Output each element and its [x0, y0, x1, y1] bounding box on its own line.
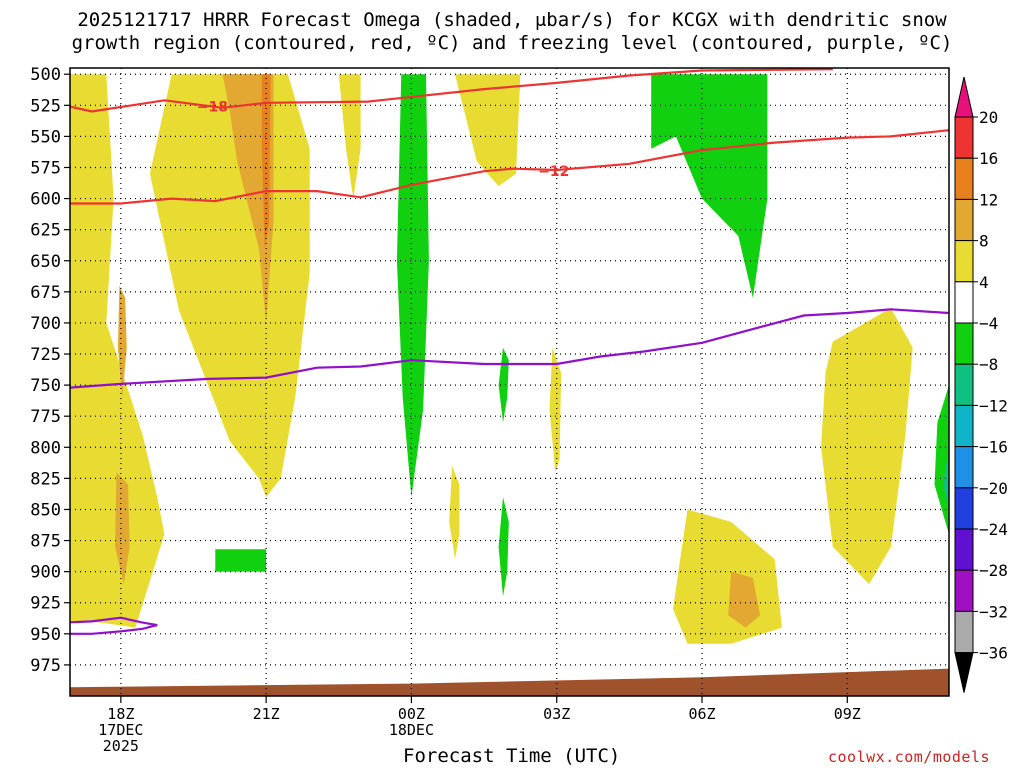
y-tick-label: 775 [30, 407, 61, 427]
y-tick-label: 975 [30, 656, 61, 676]
y-tick-label: 950 [30, 625, 61, 645]
colorbar-band [954, 240, 974, 283]
colorbar-tick-label: 12 [979, 190, 998, 209]
x-tick-label: 06Z [688, 705, 715, 723]
omega-area-6 [455, 74, 521, 187]
omega-area-3 [117, 285, 127, 398]
omega-area-7 [449, 465, 460, 560]
colorbar-tick-label: 20 [979, 108, 998, 127]
omega-area-18 [943, 447, 949, 510]
y-tick-label: 725 [30, 345, 61, 365]
colorbar-band [954, 569, 974, 612]
colorbar-tick-label: 16 [979, 149, 998, 168]
plot-frame [69, 67, 950, 697]
y-tick-label: 675 [30, 283, 61, 303]
y-tick-label: 925 [30, 594, 61, 614]
chart-title-line-1: 2025121717 HRRR Forecast Omega (shaded, … [77, 9, 947, 31]
colorbar-tick-label: −12 [979, 396, 1008, 415]
y-tick-label: 850 [30, 500, 61, 520]
y-tick-label: 700 [30, 314, 61, 334]
contour-lines: −18 −12 [70, 68, 949, 635]
omega-area-10 [728, 571, 761, 628]
colorbar-tick-label: −16 [979, 438, 1008, 457]
omega-area-11 [821, 308, 913, 585]
y-tick-label: 900 [30, 563, 61, 583]
colorbar-band [954, 198, 974, 242]
colorbar-band [954, 487, 974, 530]
colorbar-over-arrow [954, 76, 974, 118]
x-tick-label: 00Z [398, 705, 425, 723]
dendritic-contour-1 [70, 129, 949, 205]
omega-area-14 [215, 549, 267, 572]
colorbar-tick-label: −28 [979, 561, 1008, 580]
colorbar-band [954, 363, 974, 406]
omega-area-2 [261, 74, 271, 249]
y-tick-label: 650 [30, 252, 61, 272]
credit-link[interactable]: coolwx.com/models [828, 748, 991, 766]
contour-label-1: −12 [538, 164, 569, 180]
colorbar-band [954, 446, 974, 489]
colorbar: 20 16 12 8 4 −4 −8 −12 −16 −20 −24 −28 −32 −36 [954, 76, 1008, 693]
colorbar-tick-label: −36 [979, 644, 1008, 663]
colorbar-band [954, 322, 974, 365]
omega-area-15 [498, 347, 509, 423]
colorbar-band [954, 404, 974, 448]
x-tick-label: 09Z [834, 705, 861, 723]
colorbar-tick-label: −4 [979, 314, 998, 333]
y-tick-label: 550 [30, 127, 61, 147]
terrain-surface [70, 668, 949, 696]
omega-area-5 [338, 74, 361, 199]
colorbar-band [954, 157, 974, 200]
omega-area-0 [70, 74, 310, 628]
colorbar-band [954, 528, 974, 571]
y-tick-label: 600 [30, 190, 61, 210]
colorbar-tick-label: 8 [979, 232, 989, 251]
omega-area-12 [396, 74, 429, 497]
y-tick-label: 575 [30, 158, 61, 178]
chart-title-line-2: growth region (contoured, red, ºC) and f… [71, 32, 953, 54]
y-tick-label: 525 [30, 96, 61, 116]
y-tick-label: 625 [30, 221, 61, 241]
colorbar-band [954, 116, 974, 159]
omega-shading [70, 74, 949, 696]
y-tick-label: 800 [30, 438, 61, 458]
x-tick-label: 18DEC [389, 721, 434, 739]
y-tick-label: 750 [30, 376, 61, 396]
colorbar-tick-label: −8 [979, 355, 998, 374]
x-tick-label: 17DEC [98, 721, 143, 739]
colorbar-tick-label: 4 [979, 273, 989, 292]
axes: 500 525 550 575 600 625 650 675 700 725 750 775 800 8… [30, 65, 861, 755]
x-tick-label: 18Z [107, 705, 134, 723]
colorbar-tick-label: −32 [979, 602, 1008, 621]
omega-area-16 [498, 497, 509, 597]
omega-area-4 [115, 472, 130, 585]
omega-area-17 [934, 385, 949, 535]
omega-area-13 [651, 74, 768, 299]
colorbar-tick-label: −24 [979, 520, 1008, 539]
dendritic-contour-0 [70, 68, 833, 113]
x-tick-label: 21Z [253, 705, 280, 723]
freezing-level-line [70, 308, 949, 389]
omega-area-9 [673, 509, 782, 644]
x-axis-label: Forecast Time (UTC) [403, 745, 621, 767]
y-tick-label: 825 [30, 469, 61, 489]
y-tick-label: 875 [30, 532, 61, 552]
omega-area-8 [549, 347, 562, 473]
colorbar-band [954, 610, 974, 654]
colorbar-under-arrow [954, 652, 974, 693]
freezing-level-loop [70, 616, 158, 635]
x-tick-label: 2025 [103, 737, 139, 755]
y-tick-label: 500 [30, 65, 61, 85]
x-tick-label: 03Z [543, 705, 570, 723]
colorbar-tick-label: −20 [979, 479, 1008, 498]
contour-label-0: −18 [197, 100, 228, 116]
colorbar-band [954, 281, 974, 324]
